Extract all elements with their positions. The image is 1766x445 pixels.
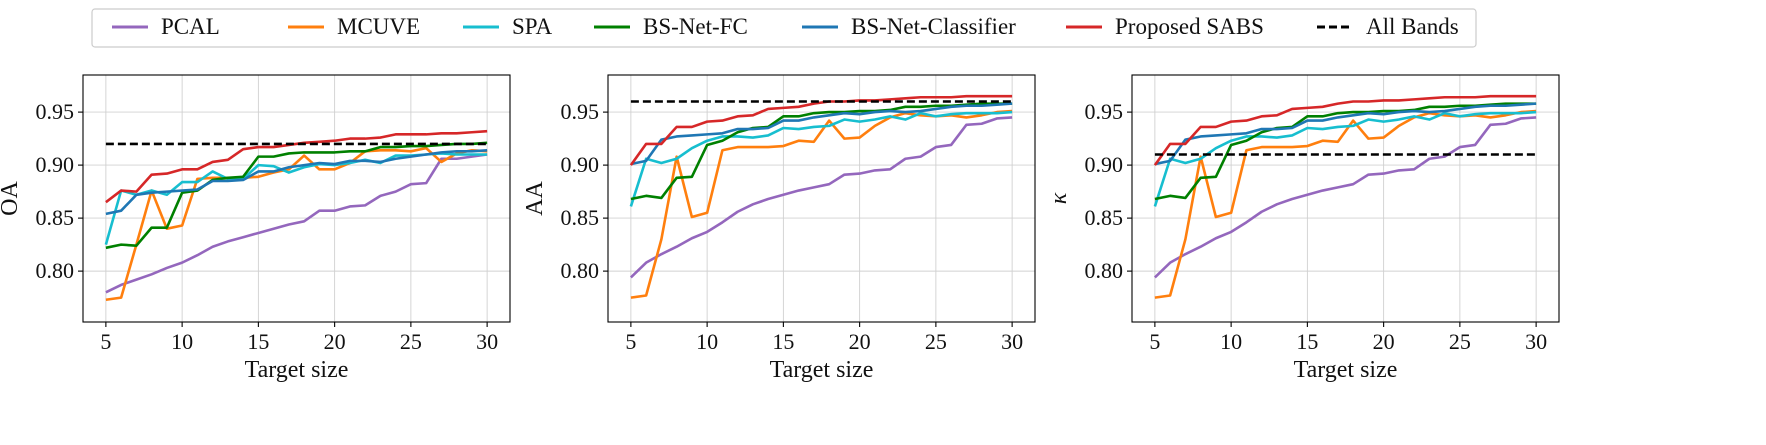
- chart-kappa-series-spa: [1153, 110, 1537, 207]
- chart-aa-xtick-label-0: 5: [625, 329, 636, 354]
- legend-item-mcuve: MCUVE: [288, 14, 420, 39]
- chart-aa-xtick-label-4: 25: [925, 329, 947, 354]
- chart-oa-xtick-label-5: 30: [476, 329, 498, 354]
- legend-label-spa: SPA: [512, 14, 552, 39]
- chart-oa-series-mcuve: [105, 146, 488, 302]
- chart-oa-series-bs-net-fc: [105, 141, 488, 250]
- chart-kappa-series-bs-net-fc: [1154, 102, 1537, 201]
- legend-frame: [91, 8, 1477, 48]
- chart-aa-series-bs-net-fc: [630, 102, 1013, 201]
- chart-kappa-frame: [1131, 74, 1560, 323]
- chart-aa-xtick-label-1: 10: [696, 329, 718, 354]
- chart-aa-ylabel: AA: [522, 181, 548, 216]
- chart-oa-ytick-label-1: 0.85: [36, 205, 75, 230]
- chart-oa-ytick-label-2: 0.90: [36, 152, 75, 177]
- chart-oa-ytick-label-0: 0.80: [36, 258, 75, 283]
- chart-kappa-xtick-label-0: 5: [1149, 329, 1160, 354]
- chart-aa-ytick-label-0: 0.80: [561, 258, 600, 283]
- legend: PCAL MCUVE SPA BS-Net-FC BS-Net-Classifier Pr…: [91, 8, 1477, 48]
- chart-kappa-ylabel: κ: [1046, 192, 1072, 204]
- legend-label-pcal: PCAL: [161, 14, 220, 39]
- chart-oa-xtick-label-2: 15: [247, 329, 269, 354]
- chart-aa: 5 10 15 20 25 30 0.80 0.85 0.90 0.95 Target size AA: [522, 74, 1036, 383]
- legend-item-bs-net-classifier: BS-Net-Classifier: [802, 14, 1016, 39]
- chart-kappa-ytick-label-0: 0.80: [1085, 258, 1124, 283]
- chart-kappa-xtick-label-4: 25: [1449, 329, 1471, 354]
- chart-oa-series-proposed-sabs: [105, 129, 488, 204]
- chart-aa-ytick-label-3: 0.95: [561, 99, 600, 124]
- legend-label-proposed-sabs: Proposed SABS: [1115, 14, 1264, 39]
- chart-oa-xtick-label-0: 5: [100, 329, 111, 354]
- chart-oa-xlabel: Target size: [245, 357, 349, 383]
- chart-kappa-ytick-label-3: 0.95: [1085, 99, 1124, 124]
- chart-aa-ytick-label-1: 0.85: [561, 205, 600, 230]
- chart-oa-series-bs-net-classifier: [105, 148, 488, 216]
- legend-label-bs-net-fc: BS-Net-FC: [643, 14, 748, 39]
- legend-item-proposed-sabs: Proposed SABS: [1066, 14, 1264, 39]
- chart-aa-xlabel: Target size: [770, 357, 874, 383]
- legend-item-pcal: PCAL: [112, 14, 220, 39]
- chart-oa-series-pcal: [105, 153, 488, 294]
- chart-oa: 5 10 15 20 25 30 0.80 0.85 0.90 0.95 Target size OA: [0, 74, 511, 383]
- chart-oa-xtick-label-4: 25: [400, 329, 422, 354]
- legend-item-all-bands: All Bands: [1317, 14, 1459, 39]
- chart-kappa-xtick-label-1: 10: [1220, 329, 1242, 354]
- chart-kappa-xtick-label-3: 20: [1373, 329, 1395, 354]
- chart-aa-xtick-label-3: 20: [849, 329, 871, 354]
- chart-aa-series-bs-net-classifier: [630, 102, 1013, 166]
- chart-oa-xtick-label-3: 20: [324, 329, 346, 354]
- chart-kappa: 5 10 15 20 25 30 0.80 0.85 0.90 0.95 Target size κ: [1046, 74, 1560, 383]
- chart-aa-series-proposed-sabs: [629, 94, 1013, 166]
- chart-aa-xtick-label-5: 30: [1001, 329, 1023, 354]
- chart-aa-xtick-label-2: 15: [772, 329, 794, 354]
- chart-kappa-ytick-label-1: 0.85: [1085, 205, 1124, 230]
- chart-kappa-xtick-label-2: 15: [1296, 329, 1318, 354]
- chart-kappa-xtick-label-5: 30: [1525, 329, 1547, 354]
- chart-oa-ylabel: OA: [0, 181, 23, 216]
- legend-label-all-bands: All Bands: [1366, 14, 1459, 39]
- chart-kappa-series-pcal: [1153, 116, 1537, 279]
- legend-label-mcuve: MCUVE: [337, 14, 420, 39]
- chart-kappa-xlabel: Target size: [1294, 357, 1398, 383]
- chart-kappa-ytick-label-2: 0.90: [1085, 152, 1124, 177]
- chart-aa-series-spa: [629, 110, 1013, 207]
- chart-kappa-series-proposed-sabs: [1153, 94, 1537, 166]
- chart-aa-ytick-label-2: 0.90: [561, 152, 600, 177]
- chart-aa-frame: [607, 74, 1036, 323]
- chart-aa-series-pcal: [629, 116, 1013, 279]
- legend-item-bs-net-fc: BS-Net-FC: [594, 14, 748, 39]
- legend-label-bs-net-classifier: BS-Net-Classifier: [851, 14, 1016, 39]
- chart-oa-xtick-label-1: 10: [171, 329, 193, 354]
- chart-oa-frame: [82, 74, 511, 323]
- chart-kappa-series-bs-net-classifier: [1154, 102, 1537, 166]
- chart-oa-ytick-label-3: 0.95: [36, 99, 75, 124]
- legend-item-spa: SPA: [463, 14, 552, 39]
